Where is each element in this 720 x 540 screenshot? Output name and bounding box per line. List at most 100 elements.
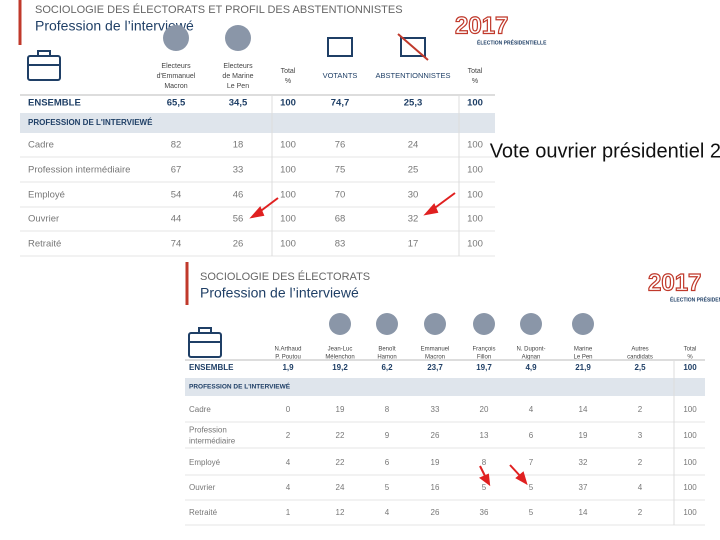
briefcase-icon (188, 332, 222, 358)
ensemble-label: ENSEMBLE (28, 98, 81, 109)
ensemble-value: 23,7 (427, 363, 443, 372)
cell-value: 4 (286, 458, 291, 467)
cell-value: 100 (467, 239, 483, 250)
cell-value: 12 (336, 508, 345, 517)
ensemble-value: 21,9 (575, 363, 591, 372)
row-label: Cadre (189, 405, 211, 414)
column-header: Autres (631, 347, 648, 353)
cell-value: 19 (579, 431, 588, 440)
cell-value: 76 (335, 140, 346, 151)
cell-value: 74 (171, 239, 182, 250)
cell-value: 6 (529, 431, 534, 440)
cell-value: 4 (385, 508, 390, 517)
column-header: N. Dupont- (516, 347, 545, 353)
row-label: Employé (189, 458, 221, 467)
cell-value: 2 (638, 508, 643, 517)
cell-value: 44 (171, 214, 182, 225)
column-header: Benoît (378, 347, 396, 353)
cell-value: 100 (467, 190, 483, 201)
cell-value: 100 (280, 140, 296, 151)
table-title: SOCIOLOGIE DES ÉLECTORATS (200, 270, 370, 283)
ensemble-value: 74,7 (331, 98, 350, 109)
cell-value: 46 (233, 190, 244, 201)
candidate-photo (225, 25, 251, 51)
cell-value: 24 (408, 140, 419, 151)
arrows (249, 192, 528, 487)
ensemble-value: 100 (467, 98, 483, 109)
cell-value: 20 (480, 405, 489, 414)
cell-value: 32 (408, 214, 419, 225)
cell-value: 4 (529, 405, 534, 414)
section-band (185, 378, 705, 396)
cell-value: 8 (482, 458, 487, 467)
cell-value: 100 (467, 214, 483, 225)
section-label: PROFESSION DE L'INTERVIEWÉ (28, 118, 153, 127)
cell-value: 5 (529, 508, 534, 517)
cell-value: 37 (579, 483, 588, 492)
cell-value: 100 (683, 508, 697, 517)
cell-value: 16 (431, 483, 440, 492)
candidate-photo (329, 313, 351, 335)
ensemble-value: 19,2 (332, 363, 348, 372)
cell-value: 100 (280, 165, 296, 176)
cell-value: 100 (683, 405, 697, 414)
cell-value: 33 (233, 165, 244, 176)
row-label: intermédiaire (189, 437, 236, 446)
cell-value: 100 (280, 190, 296, 201)
votants-icon (327, 37, 353, 57)
cell-value: 22 (336, 458, 345, 467)
column-header: Electeurs (161, 63, 191, 70)
cell-value: 100 (683, 458, 697, 467)
cell-value: 33 (431, 405, 440, 414)
column-header: Electeurs (223, 63, 253, 70)
cell-value: 24 (336, 483, 345, 492)
cell-value: 68 (335, 214, 346, 225)
logo-year: 2017 (648, 269, 701, 296)
cell-value: 19 (431, 458, 440, 467)
column-header: % (472, 78, 478, 85)
logo-label: ÉLECTION PRÉSIDENTIELLE (477, 38, 547, 46)
ensemble-value: 4,9 (525, 363, 537, 372)
cell-value: 14 (579, 508, 588, 517)
candidate-photo (572, 313, 594, 335)
cell-value: 5 (385, 483, 390, 492)
cell-value: 5 (529, 483, 534, 492)
cell-value: 7 (529, 458, 534, 467)
cell-value: 26 (431, 508, 440, 517)
ensemble-value: 100 (280, 98, 296, 109)
row-label: Retraité (189, 508, 218, 517)
row-label: Ouvrier (189, 483, 216, 492)
cell-value: 8 (385, 405, 390, 414)
column-header: candidats (627, 355, 653, 361)
cell-value: 100 (467, 165, 483, 176)
column-header: Emmanuel (421, 347, 450, 353)
cell-value: 6 (385, 458, 390, 467)
column-header: d'Emmanuel (157, 73, 196, 80)
row-label: Retraité (28, 239, 61, 250)
cell-value: 54 (171, 190, 182, 201)
cell-value: 22 (336, 431, 345, 440)
cell-value: 26 (233, 239, 244, 250)
logo-label: ÉLECTION PRÉSIDENTIELLE (670, 295, 720, 303)
column-header: Total (684, 347, 697, 353)
ensemble-value: 19,7 (476, 363, 492, 372)
column-header: de Marine (222, 73, 253, 80)
logo-year: 2017 (455, 12, 508, 39)
column-header: % (687, 355, 693, 361)
table-subtitle: Profession de l’interviewé (35, 18, 194, 34)
ensemble-value: 1,9 (282, 363, 294, 372)
cell-value: 3 (638, 431, 643, 440)
row-label: Cadre (28, 140, 54, 151)
cell-value: 9 (385, 431, 390, 440)
cell-value: 67 (171, 165, 182, 176)
cell-value: 30 (408, 190, 419, 201)
ensemble-value: 65,5 (167, 98, 186, 109)
column-header: Le Pen (227, 83, 249, 90)
ensemble-value: 100 (683, 363, 697, 372)
column-header: P. Poutou (275, 355, 301, 361)
abst-cross (397, 33, 429, 61)
cell-value: 100 (280, 239, 296, 250)
cell-value: 4 (286, 483, 291, 492)
cell-value: 13 (480, 431, 489, 440)
cell-value: 2 (638, 405, 643, 414)
